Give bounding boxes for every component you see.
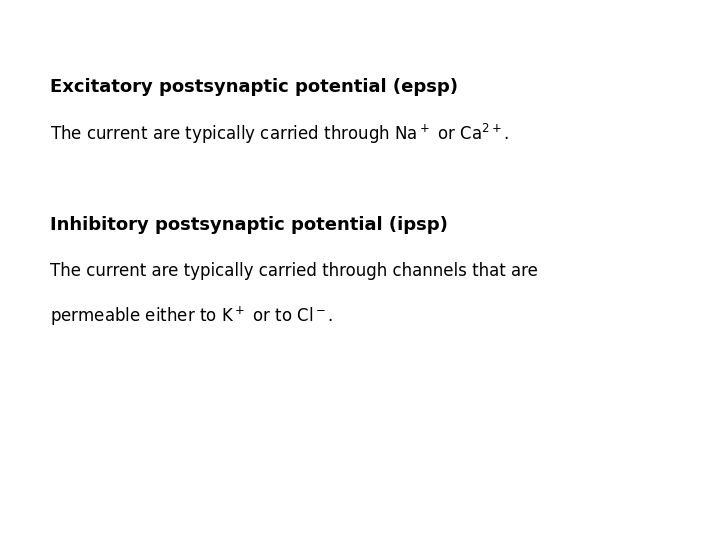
Text: permeable either to K$^+$ or to Cl$^-$.: permeable either to K$^+$ or to Cl$^-$.	[50, 305, 333, 328]
Text: Excitatory postsynaptic potential (epsp): Excitatory postsynaptic potential (epsp)	[50, 78, 459, 96]
Text: The current are typically carried through Na$^+$ or Ca$^{2+}$.: The current are typically carried throug…	[50, 122, 510, 146]
Text: The current are typically carried through channels that are: The current are typically carried throug…	[50, 262, 539, 280]
Text: Inhibitory postsynaptic potential (ipsp): Inhibitory postsynaptic potential (ipsp)	[50, 216, 449, 234]
